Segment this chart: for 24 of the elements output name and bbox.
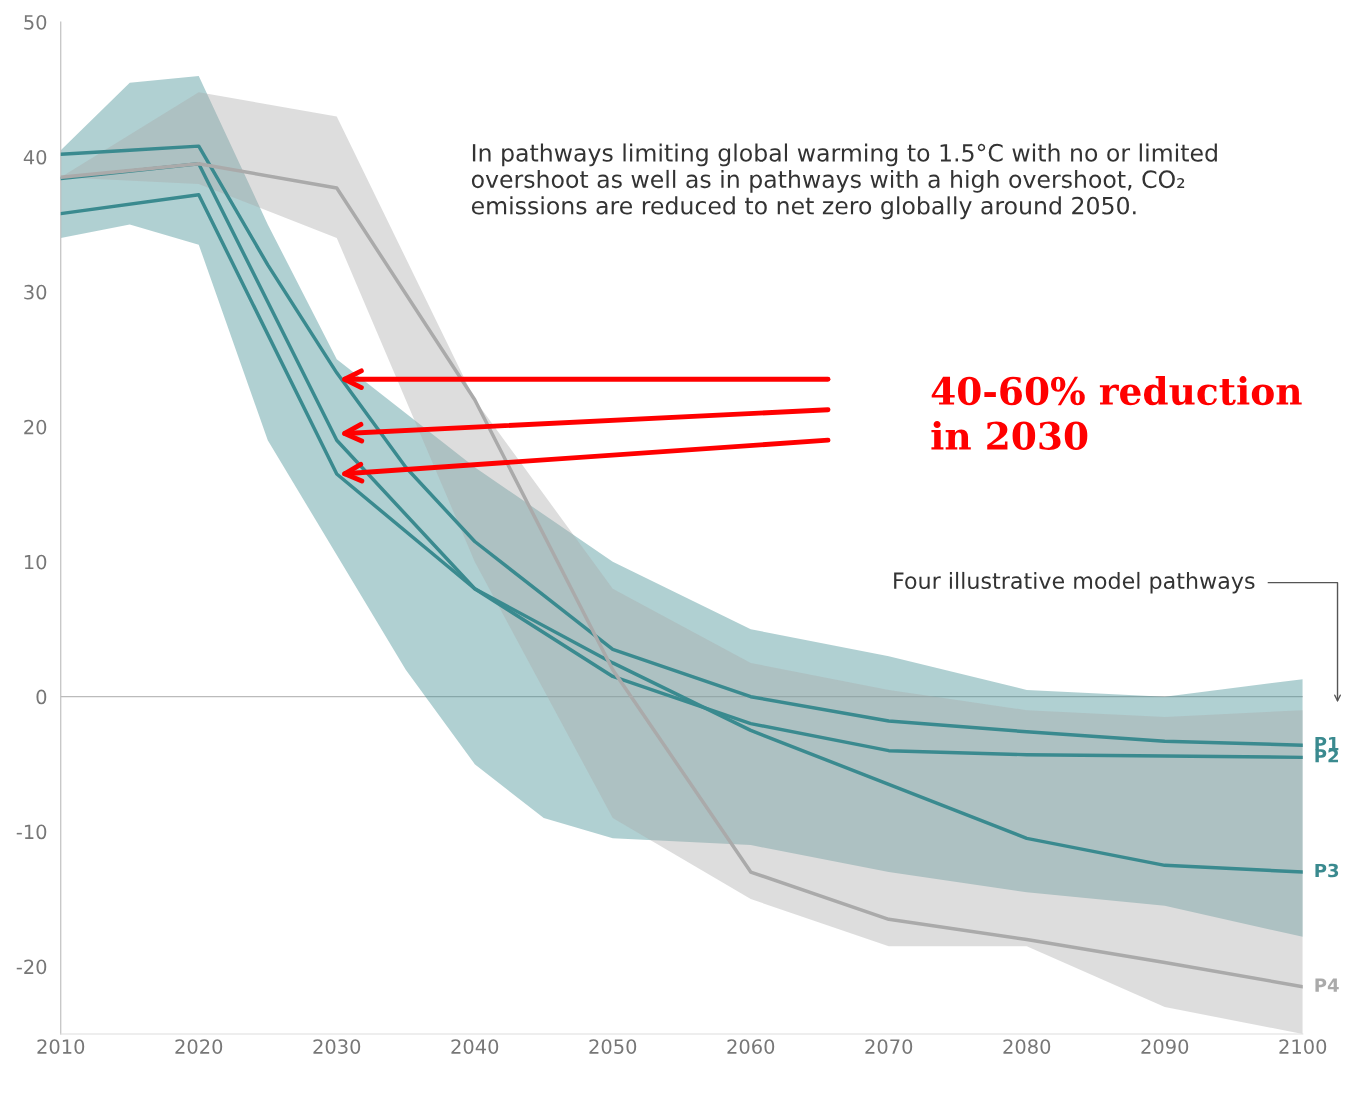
series-label: P3	[1315, 863, 1339, 878]
y-tick-label: 20	[24, 419, 47, 435]
x-tick-label: 2010	[37, 1039, 85, 1054]
y-tick-label: 50	[24, 14, 47, 30]
y-tick-label: 0	[36, 689, 47, 705]
x-tick-label: 2100	[1279, 1039, 1327, 1054]
x-tick-label: 2060	[727, 1039, 775, 1054]
x-tick-label: 2080	[1003, 1039, 1051, 1054]
y-tick-label: 40	[23, 149, 47, 165]
annotation: Four illustrative model pathways	[894, 571, 1255, 594]
x-tick-label: 2050	[589, 1039, 637, 1054]
x-tick-label: 2030	[313, 1039, 361, 1054]
x-tick-label: 2020	[175, 1039, 223, 1054]
x-tick-label: 2040	[451, 1039, 499, 1054]
x-tick-label: 2090	[1141, 1039, 1189, 1054]
series-label: P1	[1315, 737, 1339, 751]
annotation: In pathways limiting global warming to 1.5°C with no or limited overshoot as well as in pathways with a high overshoot, CO₂ emissions are reduced to net zero globally around 2050.	[471, 143, 1217, 220]
series-label: P4	[1315, 978, 1339, 992]
y-tick-label: -20	[16, 959, 47, 975]
x-tick-label: 2070	[865, 1039, 913, 1054]
y-tick-label: 10	[24, 554, 47, 570]
y-tick-label: -10	[16, 824, 47, 840]
annotation: 40-60% reduction in 2030	[931, 376, 1302, 450]
y-tick-label: 30	[24, 284, 47, 300]
